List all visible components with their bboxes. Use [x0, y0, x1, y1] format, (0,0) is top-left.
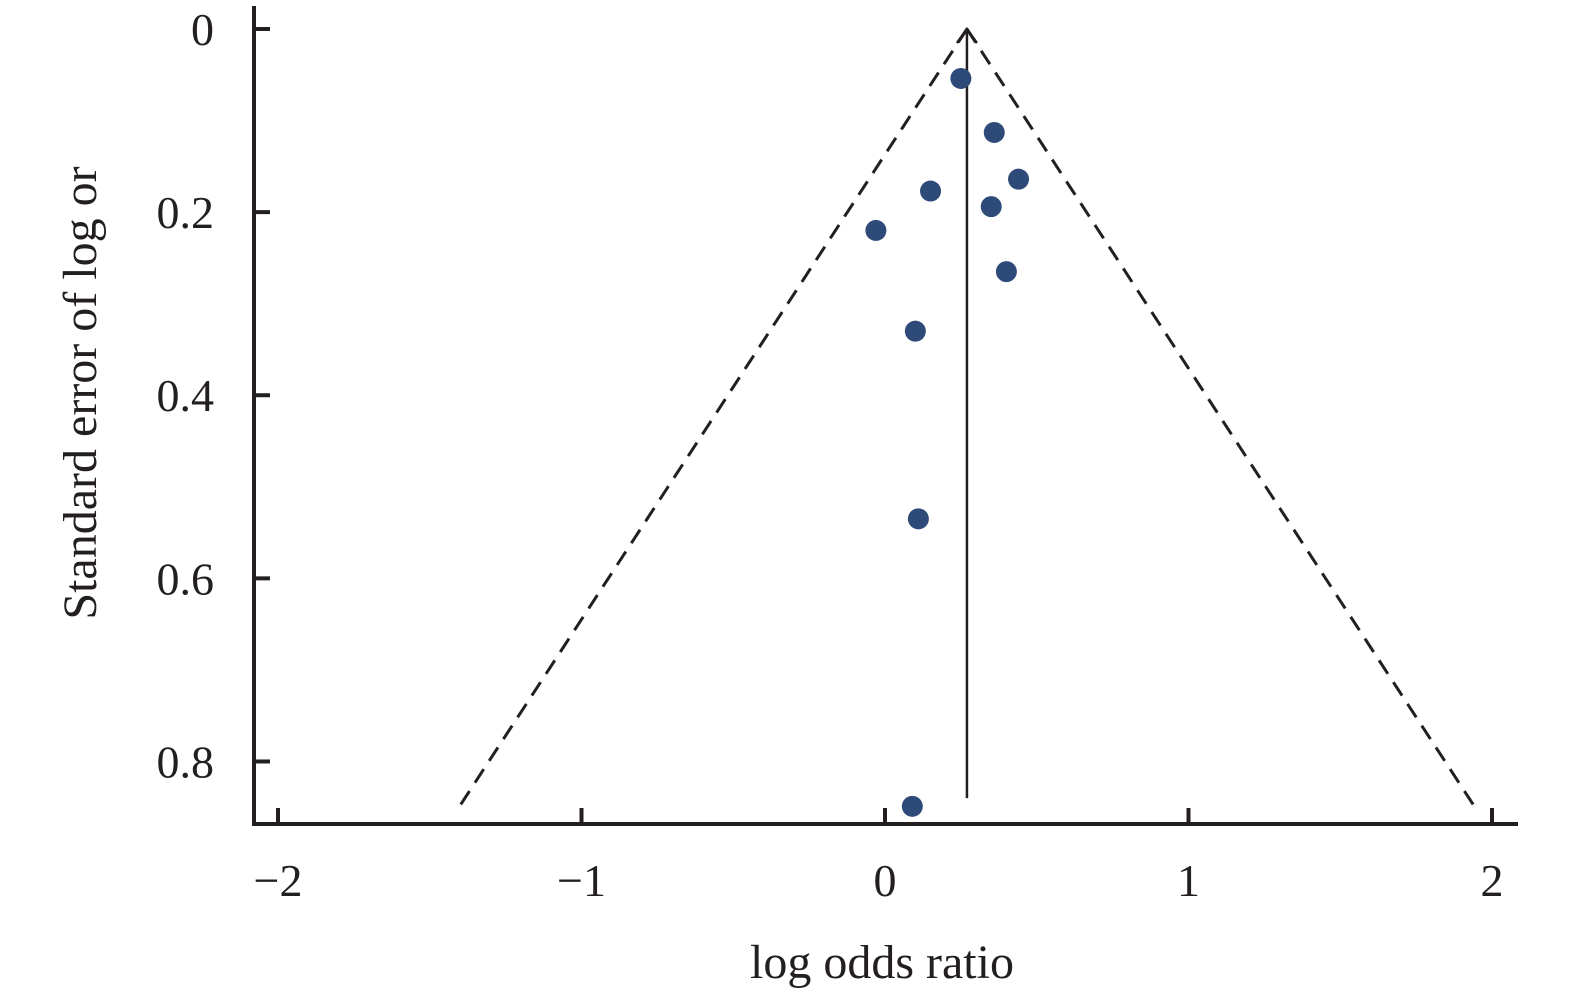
axis-labels: −2 −1 0 1 2 0 0.2 0.4 0.6 0.8 log odds ratio Standa… — [54, 4, 1504, 989]
study-point — [904, 320, 926, 342]
y-tick-label: 0.8 — [157, 736, 215, 787]
axes — [252, 6, 1518, 826]
y-tick-label: 0.4 — [157, 370, 215, 421]
y-tick-label: 0.2 — [157, 187, 215, 238]
y-tick-label: 0 — [191, 4, 214, 55]
study-point — [865, 219, 887, 241]
study-point — [950, 67, 972, 89]
y-axis-title: Standard error of log or — [54, 166, 107, 619]
study-point — [983, 121, 1005, 143]
x-tick-label: −2 — [254, 855, 303, 906]
study-point — [995, 261, 1017, 283]
data-points — [865, 67, 1030, 817]
study-point — [901, 795, 923, 817]
x-tick-label: 0 — [874, 855, 897, 906]
funnel-limit-left — [458, 28, 969, 807]
study-point — [907, 508, 929, 530]
x-tick-label: 1 — [1177, 855, 1200, 906]
study-point — [1008, 168, 1030, 190]
x-tick-label: 2 — [1481, 855, 1504, 906]
x-tick-label: −1 — [557, 855, 606, 906]
study-point — [980, 196, 1002, 218]
x-axis-title: log odds ratio — [750, 936, 1014, 989]
y-tick-label: 0.6 — [157, 553, 215, 604]
funnel-limits — [458, 26, 1476, 807]
pooled-estimate-arrowhead — [955, 26, 978, 44]
funnel-limit-right — [965, 28, 1476, 807]
study-point — [920, 180, 942, 202]
